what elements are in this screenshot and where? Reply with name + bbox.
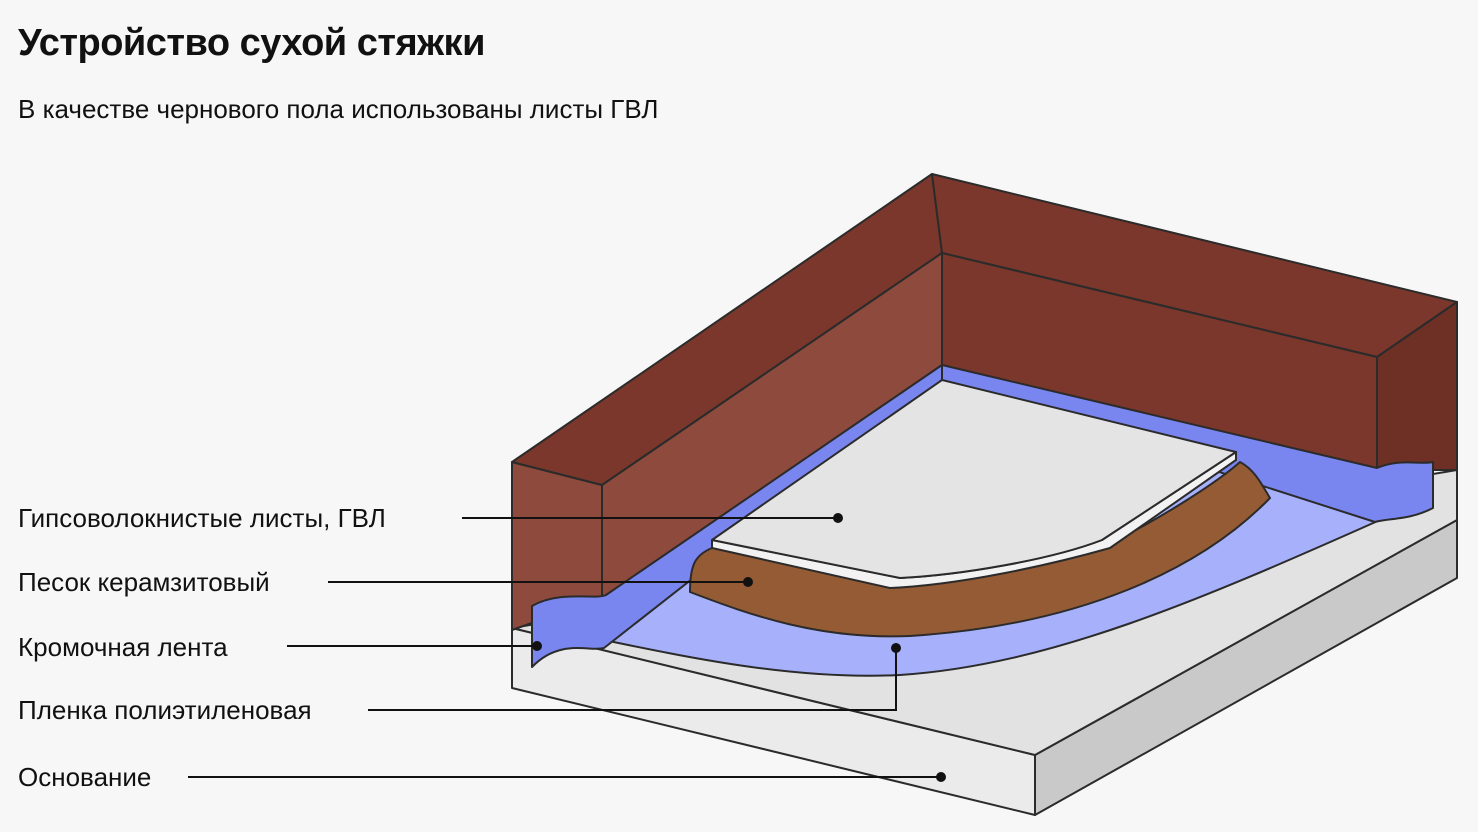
marker-dot-tape (532, 641, 542, 651)
marker-dot-gvl (833, 513, 843, 523)
label-edge-tape: Кромочная лента (18, 632, 228, 662)
page-title: Устройство сухой стяжки (18, 22, 485, 64)
leader-line-film (368, 648, 897, 711)
marker-dot-base (936, 772, 946, 782)
back-wall-end (1376, 301, 1458, 471)
label-gvl: Гипсоволокнистые листы, ГВЛ (18, 503, 386, 533)
gvl-sheet-top (711, 379, 1237, 579)
label-polyethylene-film: Пленка полиэтиленовая (18, 695, 312, 725)
page-subtitle: В качестве чернового пола использованы л… (18, 94, 659, 124)
marker-dot-sand (743, 577, 753, 587)
marker-dot-film (891, 643, 901, 653)
label-sand: Песок керамзитовый (18, 567, 270, 597)
label-base: Основание (18, 762, 152, 792)
